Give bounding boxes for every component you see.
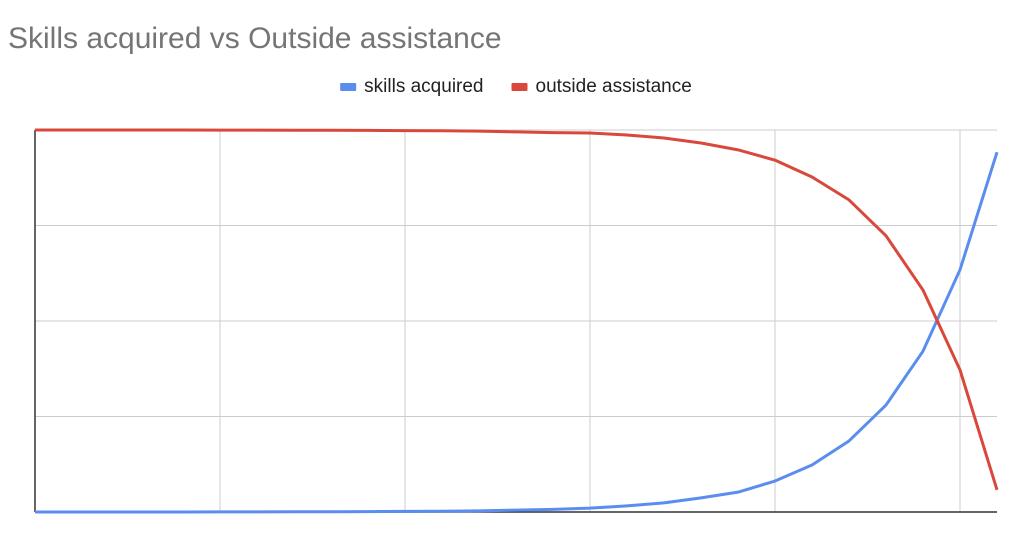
line-series	[35, 128, 999, 491]
legend-swatch	[340, 83, 357, 91]
legend-label: skills acquired	[364, 76, 483, 97]
chart-title: Skills acquired vs Outside assistance	[8, 22, 502, 55]
line-series	[35, 151, 999, 514]
legend: skills acquired outside assistance	[340, 76, 692, 97]
legend-label: outside assistance	[536, 76, 692, 97]
legend-swatch	[511, 83, 528, 91]
